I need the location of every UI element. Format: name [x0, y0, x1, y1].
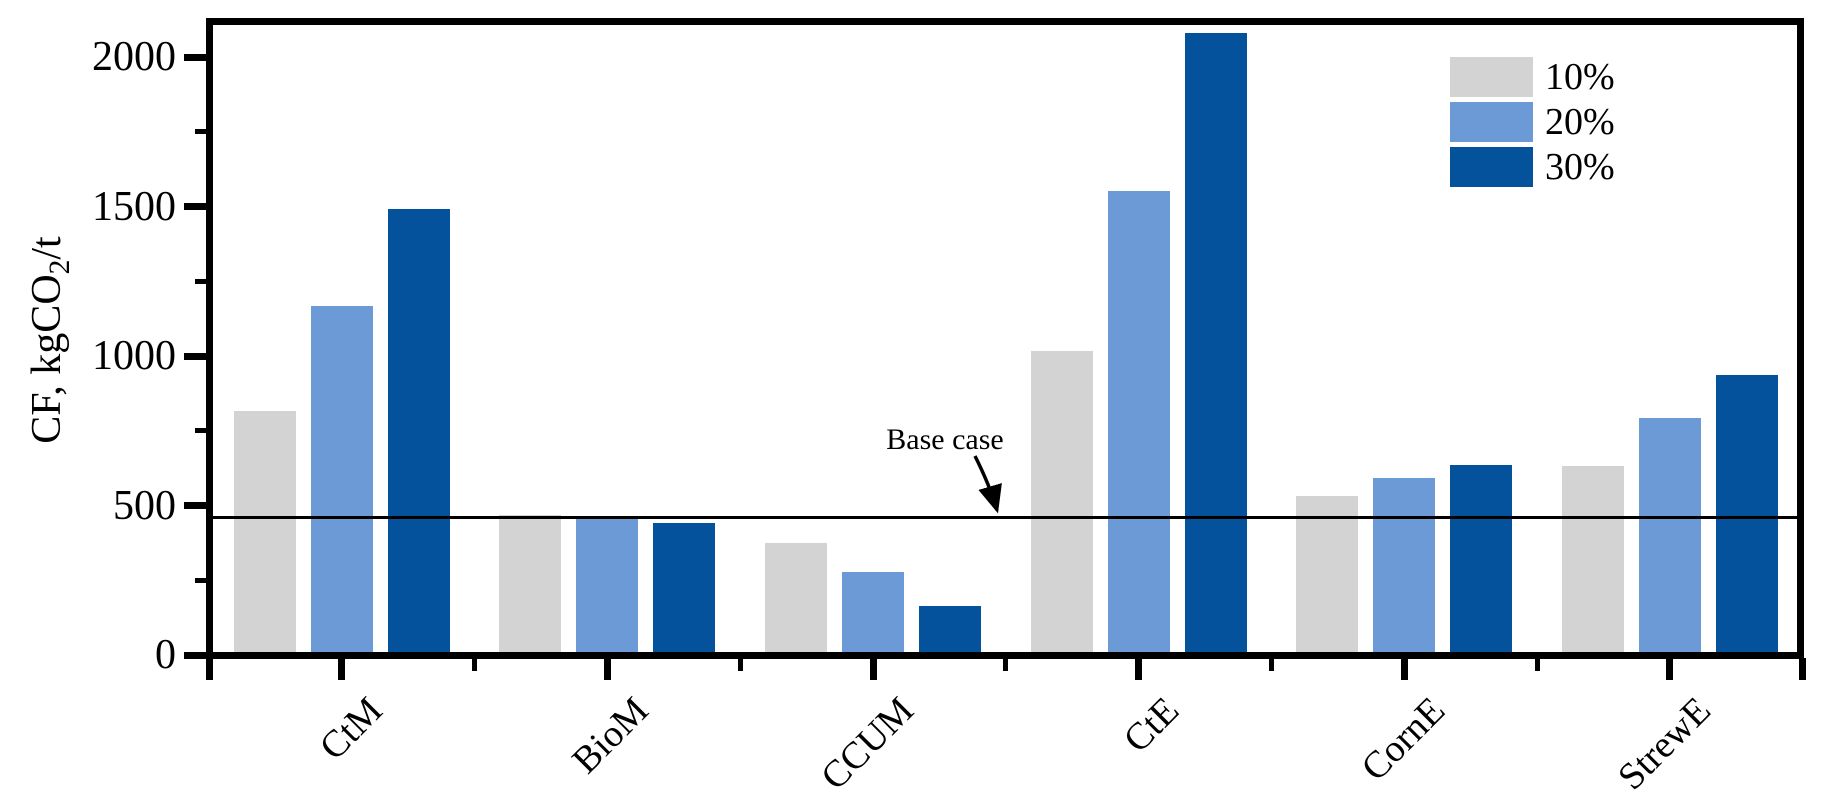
bar-CCUM-10% — [765, 543, 827, 652]
bar-StrewE-20% — [1639, 418, 1701, 652]
x-axis-tick-label: CtM — [311, 689, 391, 769]
x-axis-tick — [869, 658, 877, 680]
x-axis-tick-label: BioM — [563, 689, 657, 782]
bar-CornE-20% — [1373, 478, 1435, 652]
x-axis-tick — [338, 658, 346, 680]
x-axis-boundary-tick — [472, 658, 478, 671]
bar-CtM-20% — [311, 306, 373, 652]
x-axis-boundary-tick — [1268, 658, 1274, 671]
x-axis-tick — [1400, 658, 1408, 680]
y-axis-title-subscript: 2 — [44, 259, 77, 275]
x-axis-tick — [1666, 658, 1674, 680]
base-case-reference-line — [213, 515, 1797, 519]
x-axis-boundary-tick — [205, 658, 213, 680]
y-axis-tick — [184, 203, 206, 210]
y-axis-tick-label: 1500 — [92, 183, 176, 230]
y-axis-tick — [184, 502, 206, 509]
plot-top-spine — [206, 18, 1804, 25]
y-axis-minor-tick — [195, 278, 206, 284]
bar-CornE-30% — [1450, 465, 1512, 652]
y-axis-minor-tick — [195, 577, 206, 583]
bar-CtE-20% — [1108, 191, 1170, 652]
legend-item: 10% — [1450, 57, 1615, 97]
y-axis-tick-label: 2000 — [92, 34, 176, 80]
bar-CtE-10% — [1031, 351, 1093, 652]
x-axis-boundary-tick — [737, 658, 743, 671]
x-axis-tick — [603, 658, 611, 680]
y-axis-title-text: CF, kgCO — [23, 274, 70, 444]
base-case-annotation: Base case — [886, 423, 1004, 456]
bar-StrewE-10% — [1562, 466, 1624, 652]
y-axis-minor-tick — [195, 428, 206, 434]
y-axis-tick-label: 500 — [113, 482, 176, 529]
legend-item: 20% — [1450, 102, 1615, 142]
bar-CCUM-20% — [842, 572, 904, 652]
legend-item: 30% — [1450, 147, 1615, 187]
bar-CtM-10% — [234, 411, 296, 652]
y-axis-tick — [184, 53, 206, 61]
plot-left-spine — [206, 18, 213, 659]
y-axis-title: CF, kgCO2/t — [23, 236, 77, 443]
plot-bottom-spine — [206, 652, 1804, 659]
y-axis-title-suffix: /t — [23, 236, 70, 260]
bar-CtM-30% — [388, 209, 450, 652]
legend-label: 30% — [1545, 146, 1615, 188]
x-axis-boundary-tick — [1534, 658, 1540, 671]
legend-swatch-20% — [1450, 102, 1533, 142]
bar-StrewE-30% — [1716, 375, 1778, 652]
y-axis-tick — [184, 352, 206, 360]
legend-label: 20% — [1545, 101, 1615, 143]
legend-swatch-30% — [1450, 147, 1533, 187]
bar-CornE-10% — [1296, 496, 1358, 652]
bar-CCUM-30% — [919, 606, 981, 652]
bar-CtE-30% — [1185, 33, 1247, 652]
y-axis-tick-label: 1000 — [92, 333, 176, 379]
y-axis-tick-label: 0 — [155, 632, 176, 678]
x-axis-tick-label: StrewE — [1609, 689, 1719, 799]
x-axis-tick — [1135, 658, 1143, 680]
legend-swatch-10% — [1450, 57, 1533, 97]
legend: 10% 20% 30% — [1450, 57, 1615, 187]
x-axis-boundary-tick — [1003, 658, 1009, 671]
legend-label: 10% — [1545, 56, 1615, 98]
x-axis-tick-label: CCUM — [813, 689, 922, 799]
bar-BioM-20% — [576, 517, 638, 652]
bar-BioM-10% — [499, 515, 561, 652]
bar-BioM-30% — [653, 523, 715, 652]
x-axis-tick-label: CornE — [1353, 689, 1454, 790]
x-axis-tick-label: CtE — [1116, 689, 1188, 761]
y-axis-tick — [184, 651, 206, 659]
y-axis-minor-tick — [195, 129, 206, 135]
plot-right-spine — [1797, 18, 1804, 659]
x-axis-boundary-tick — [1799, 658, 1807, 680]
base-case-arrow-icon — [973, 455, 1002, 514]
